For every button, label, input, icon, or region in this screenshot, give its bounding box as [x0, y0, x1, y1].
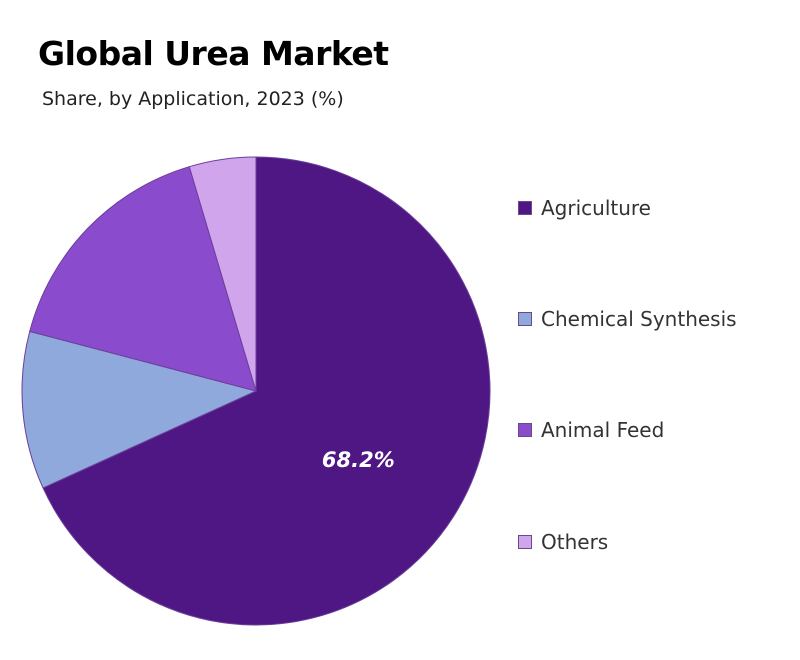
pie-slice-chemical-synthesis [21, 330, 258, 489]
legend-item: Animal Feed [518, 418, 664, 442]
pie-slice-animal-feed [29, 166, 257, 392]
chart-subtitle: Share, by Application, 2023 (%) [42, 88, 344, 110]
legend-swatch [518, 312, 532, 326]
legend-item: Chemical Synthesis [518, 307, 737, 331]
legend-swatch [518, 423, 532, 437]
chart-title: Global Urea Market [38, 34, 389, 73]
legend-swatch [518, 535, 532, 549]
legend-label: Others [541, 530, 609, 554]
legend-label: Animal Feed [541, 418, 665, 442]
legend-label: Chemical Synthesis [541, 307, 737, 331]
data-label: 68.2% [322, 448, 395, 472]
legend-item: Others [518, 530, 608, 554]
pie-slice-others [188, 156, 257, 392]
pie-slice-agriculture [42, 156, 491, 626]
legend-item: Agriculture [518, 196, 651, 220]
legend-label: Agriculture [541, 196, 651, 220]
legend-swatch [518, 201, 532, 215]
